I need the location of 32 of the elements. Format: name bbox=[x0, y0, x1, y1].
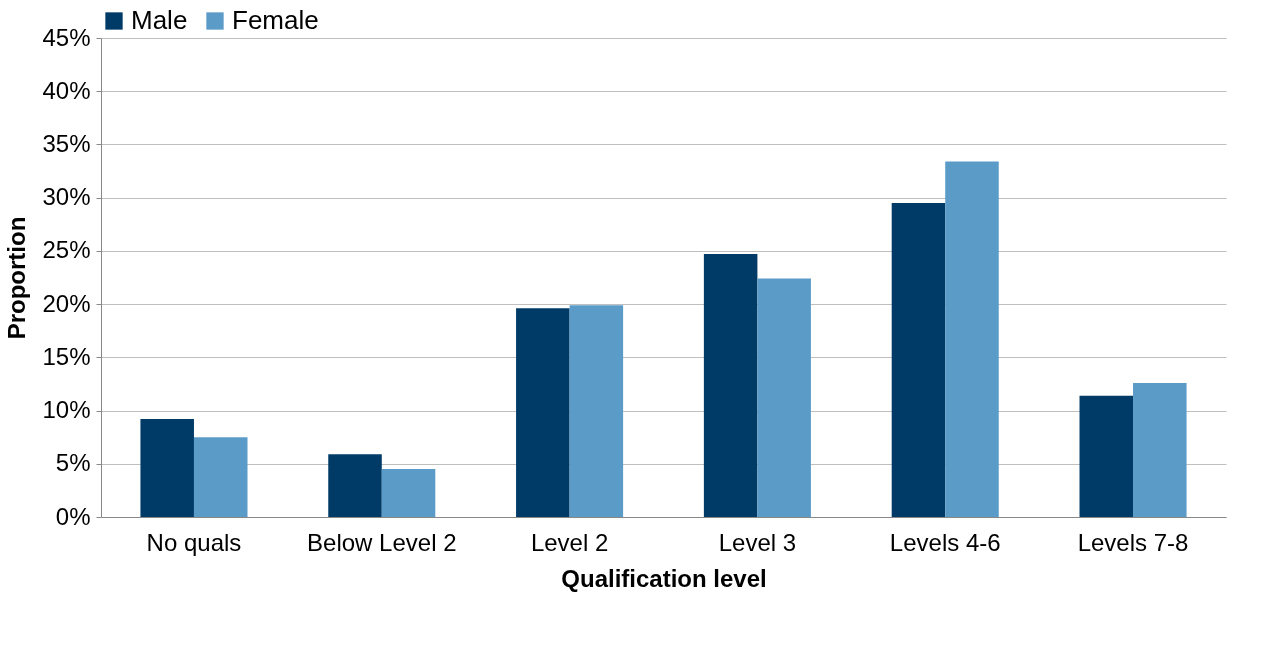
bar bbox=[891, 202, 946, 517]
bar bbox=[140, 419, 194, 517]
y-tick-label: 15% bbox=[42, 342, 91, 370]
y-tick-label: 30% bbox=[42, 183, 91, 211]
y-tick-label: 5% bbox=[55, 449, 91, 477]
x-tick-label: Level 2 bbox=[530, 528, 609, 556]
x-axis-title: Qualification level bbox=[561, 564, 767, 592]
y-tick-label: 20% bbox=[42, 289, 91, 317]
bar bbox=[516, 308, 570, 517]
y-tick-label: 45% bbox=[42, 23, 91, 51]
legend-label: Female bbox=[232, 5, 319, 35]
x-tick-label: Levels 7-8 bbox=[1077, 528, 1189, 556]
bar bbox=[757, 278, 811, 517]
bar bbox=[328, 454, 382, 517]
bar bbox=[703, 254, 758, 517]
bar bbox=[1133, 382, 1187, 517]
x-tick-label: Levels 4-6 bbox=[889, 528, 1001, 556]
y-tick-label: 40% bbox=[42, 76, 91, 104]
legend-label: Male bbox=[131, 5, 188, 35]
y-tick-label: 25% bbox=[42, 236, 91, 264]
x-tick-label: No quals bbox=[146, 528, 242, 556]
y-tick-label: 10% bbox=[42, 396, 91, 424]
bar bbox=[569, 305, 624, 517]
y-tick-label: 0% bbox=[55, 502, 91, 530]
y-axis-title: Proportion bbox=[3, 216, 31, 340]
x-tick-label: Level 3 bbox=[718, 528, 797, 556]
bar bbox=[193, 437, 248, 517]
y-tick-label: 35% bbox=[42, 129, 91, 157]
bar bbox=[381, 469, 436, 517]
bar bbox=[1079, 395, 1134, 517]
bar bbox=[945, 161, 999, 517]
x-tick-label: Below Level 2 bbox=[307, 528, 457, 556]
